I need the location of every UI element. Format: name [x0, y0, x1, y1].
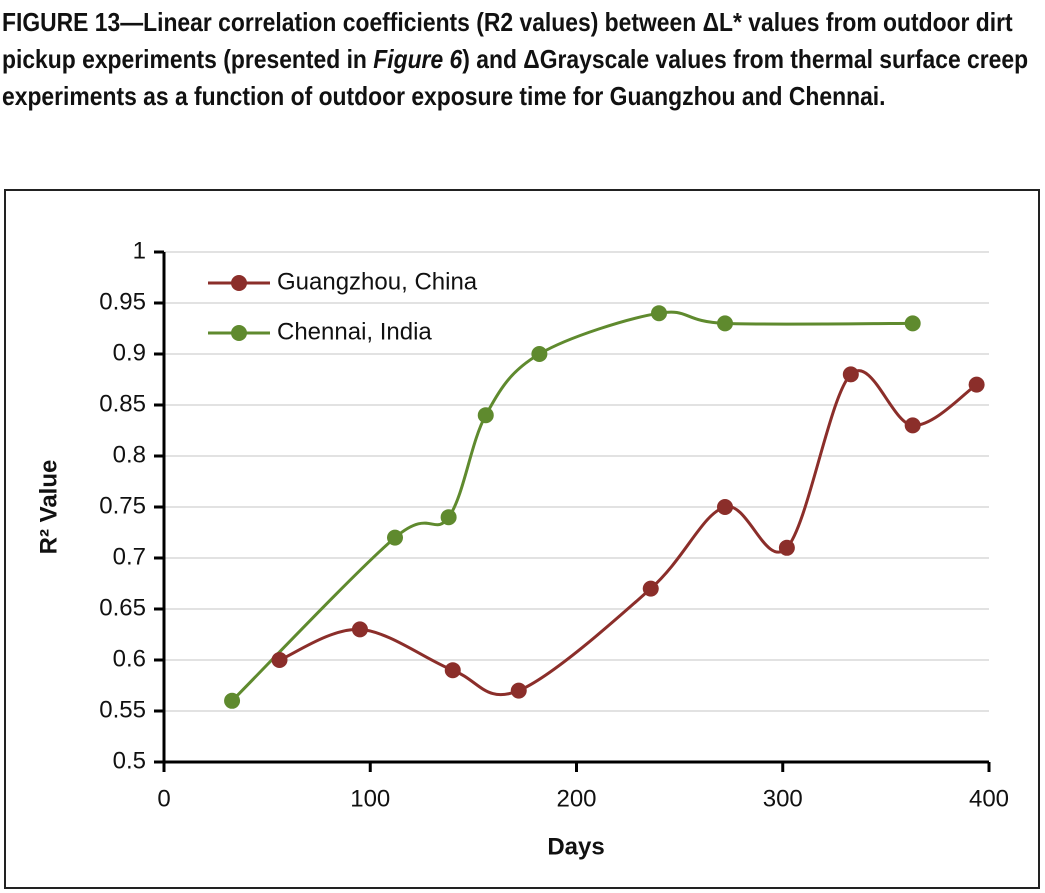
data-point	[477, 407, 494, 424]
y-tick-label: 0.8	[113, 441, 146, 468]
chart-frame	[4, 189, 1040, 889]
y-tick-label: 0.65	[99, 594, 146, 621]
y-tick-label: 0.7	[113, 543, 146, 570]
data-point	[842, 366, 859, 383]
data-point	[271, 652, 288, 668]
x-tick-label: 100	[350, 785, 390, 812]
y-tick-label: 0.5	[113, 747, 146, 774]
x-tick-label: 0	[157, 785, 170, 812]
y-tick-label: 0.85	[99, 390, 146, 417]
data-point	[444, 662, 461, 679]
y-tick-label: 0.75	[99, 492, 146, 519]
data-point	[717, 315, 733, 332]
caption-text: FIGURE 13—Linear correlation coefficient…	[2, 7, 1013, 74]
caption-text: ) and ΔGrayscale values from thermal sur…	[2, 44, 1029, 111]
y-axis-label: R² Value	[35, 460, 62, 555]
data-point	[510, 682, 527, 699]
y-tick-label: 0.95	[99, 288, 146, 315]
data-point	[642, 580, 659, 597]
data-point	[904, 417, 921, 434]
y-tick-label: 0.6	[113, 645, 146, 672]
data-point	[904, 315, 921, 332]
caption-italic: Figure 6	[373, 44, 463, 74]
series-line	[278, 369, 978, 697]
data-point	[778, 539, 795, 556]
data-point	[440, 509, 457, 526]
data-point	[651, 305, 667, 322]
x-tick-label: 200	[556, 785, 596, 812]
y-tick-label: 0.9	[113, 339, 146, 366]
data-point	[224, 692, 241, 709]
y-tick-label: 1	[133, 237, 146, 264]
x-tick-label: 400	[969, 785, 1009, 812]
data-point	[351, 621, 368, 638]
data-point	[968, 376, 985, 393]
y-tick-label: 0.55	[99, 696, 146, 723]
legend-label: Guangzhou, China	[277, 268, 478, 295]
legend-marker	[231, 325, 247, 341]
data-point	[387, 529, 403, 546]
legend-marker	[231, 275, 247, 291]
data-point	[717, 499, 733, 515]
x-tick-label: 300	[763, 785, 803, 812]
caption: FIGURE 13—Linear correlation coefficient…	[2, 4, 1032, 115]
data-point	[531, 346, 548, 362]
legend-label: Chennai, India	[277, 318, 432, 345]
x-axis-label: Days	[547, 833, 604, 860]
